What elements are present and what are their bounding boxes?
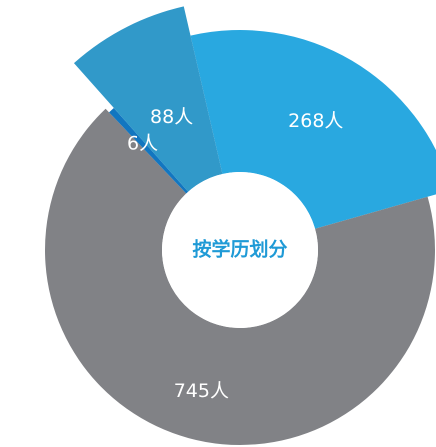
chart-title: 按学历划分 <box>192 238 287 261</box>
data-label: 88人 <box>150 106 193 128</box>
slice <box>45 108 436 446</box>
data-label: 745人 <box>174 380 229 402</box>
donut-hole <box>162 172 318 328</box>
slices <box>45 6 436 446</box>
data-label: 268人 <box>288 110 343 132</box>
slice <box>73 6 223 192</box>
slice <box>109 107 189 194</box>
slice <box>190 30 436 229</box>
data-label: 6人 <box>127 132 158 154</box>
